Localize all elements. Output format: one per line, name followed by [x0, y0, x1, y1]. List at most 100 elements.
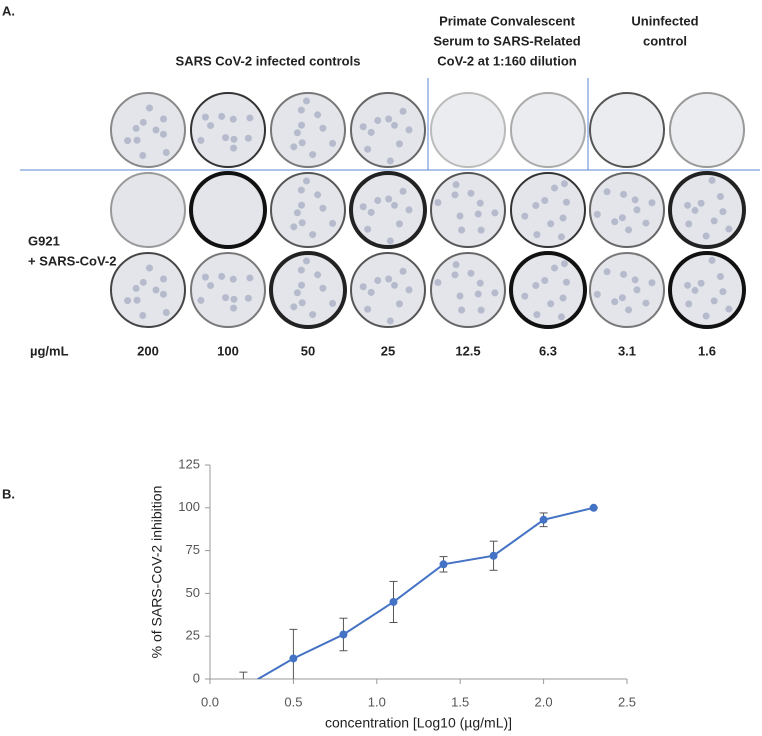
well [189, 171, 267, 249]
plaque [152, 286, 160, 294]
plaque [642, 219, 650, 227]
plaque [297, 106, 305, 114]
plaque [298, 281, 306, 289]
well [110, 172, 186, 248]
well [669, 92, 745, 168]
plaque [395, 300, 403, 308]
well [430, 92, 506, 168]
plaque [399, 107, 407, 115]
plaque [702, 312, 710, 320]
plaque [329, 139, 337, 147]
plaque [201, 273, 209, 281]
plaque [559, 214, 567, 222]
plaque [593, 210, 601, 218]
y-tick-label: 75 [186, 542, 200, 557]
plaque [309, 151, 317, 159]
plaque [685, 300, 693, 308]
plaque [218, 272, 226, 280]
plaque [708, 176, 716, 184]
plaque [374, 277, 382, 285]
plaque [364, 225, 372, 233]
plaque [229, 115, 237, 123]
plaque [532, 201, 540, 209]
plaque [152, 126, 160, 134]
plaque [222, 134, 230, 142]
x-tick-label: 2.5 [618, 694, 636, 709]
plaque [405, 126, 413, 134]
plaque [533, 311, 541, 319]
plaque [560, 180, 568, 188]
plaque [684, 201, 692, 209]
plaque [230, 144, 238, 152]
plaque [684, 281, 692, 289]
plaque [708, 256, 716, 264]
plaque [197, 296, 205, 304]
plaque [386, 317, 394, 325]
plaque [314, 191, 322, 199]
plaque [298, 139, 306, 147]
plaque [620, 270, 628, 278]
plaque [367, 208, 375, 216]
y-tick-label: 125 [178, 456, 200, 471]
well [190, 92, 266, 168]
plaque [593, 290, 601, 298]
x-tick-label: 0.0 [201, 694, 219, 709]
plaque [559, 294, 567, 302]
plaque [124, 137, 132, 145]
plaque [298, 201, 306, 209]
well [510, 172, 586, 248]
well [430, 252, 506, 328]
plaque [139, 311, 147, 319]
row-label: G921 [28, 233, 60, 248]
concentration: 50 [301, 343, 315, 358]
plaque [297, 186, 305, 194]
point [339, 630, 348, 639]
plaque [551, 264, 559, 272]
x-tick-label: 1.5 [451, 694, 469, 709]
plaque [374, 197, 382, 205]
group-label: Primate Convalescent [439, 13, 576, 28]
plaque [364, 305, 372, 313]
plaque [467, 189, 475, 197]
plaque [434, 279, 442, 287]
plaque [395, 140, 403, 148]
plaque [303, 97, 311, 105]
concentration: 200 [137, 343, 159, 358]
plaque [451, 271, 459, 279]
x-tick-label: 1.0 [368, 694, 386, 709]
plaque [391, 121, 399, 129]
row-label: + SARS-CoV-2 [28, 253, 117, 268]
well [270, 92, 346, 168]
plaque [611, 298, 619, 306]
plaque [207, 122, 215, 130]
plaque [359, 203, 367, 211]
plaque [474, 290, 482, 298]
plaque [521, 212, 529, 220]
plaque [491, 289, 499, 297]
plaque [162, 308, 170, 316]
plaque [201, 113, 209, 121]
plaque [697, 199, 705, 207]
plaque [547, 220, 555, 228]
plaque [159, 130, 167, 138]
plaque [329, 299, 337, 307]
well [190, 252, 266, 328]
plaque [685, 220, 693, 228]
plaque [691, 206, 699, 214]
plaque [719, 288, 727, 296]
plaque [603, 188, 611, 196]
plaque [385, 195, 393, 203]
plaque [230, 304, 238, 312]
well [589, 252, 665, 328]
y-axis-title: % of SARS-CoV-2 inhibition [149, 486, 165, 659]
plaque [691, 286, 699, 294]
group-label: Uninfected [631, 13, 698, 28]
plaque [458, 226, 466, 234]
point [539, 515, 548, 524]
plaque [557, 233, 565, 241]
plaque [385, 275, 393, 283]
plaque [725, 305, 733, 313]
plaque [385, 115, 393, 123]
concentration: 25 [381, 343, 395, 358]
